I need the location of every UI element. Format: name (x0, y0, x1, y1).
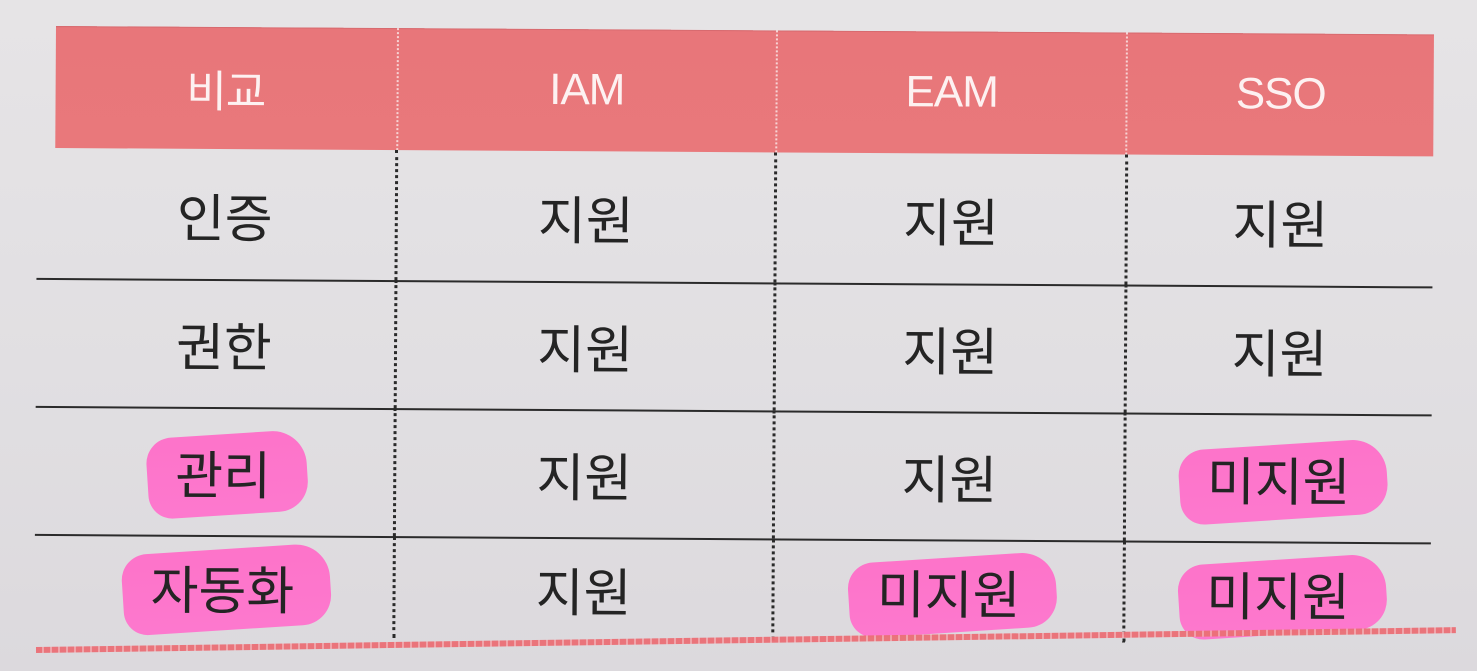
table-header-row: 비교 IAM EAM SSO (55, 26, 1434, 157)
cell-eam: 미지원 (771, 538, 1123, 643)
table-row: 인증 지원 지원 지원 (54, 148, 1434, 287)
cell-iam: 지원 (394, 150, 775, 283)
row-label: 권한 (175, 318, 272, 379)
cell-iam: 지원 (392, 536, 773, 641)
cell-eam: 지원 (773, 152, 1126, 285)
cell-iam: 지원 (392, 408, 773, 539)
header-eam: EAM (775, 30, 1127, 155)
table-body: 인증 지원 지원 지원 권한 지원 지원 지원 관리 지원 지원 미지원 (34, 148, 1434, 645)
row-label-cell: 관리 (53, 406, 394, 536)
highlighted-row-label: 관리 (163, 427, 283, 515)
cell-sso: 지원 (1124, 154, 1434, 287)
table-row: 권한 지원 지원 지원 (54, 278, 1433, 415)
header-iam: IAM (395, 28, 776, 153)
cell-eam: 지원 (772, 410, 1124, 541)
cell-eam: 지원 (772, 282, 1125, 413)
comparison-table: 비교 IAM EAM SSO 인증 지원 지원 지원 권한 지원 지원 지원 (34, 26, 1434, 645)
table-row: 자동화 지원 미지원 미지원 (52, 534, 1431, 645)
table-row: 관리 지원 지원 미지원 (53, 406, 1432, 543)
cell-iam: 지원 (393, 280, 774, 411)
highlighted-cell-value: 미지원 (1195, 433, 1363, 521)
highlighted-cell-value: 미지원 (865, 546, 1033, 634)
cell-sso: 미지원 (1122, 412, 1432, 543)
header-compare: 비교 (186, 67, 266, 118)
highlighted-cell-value: 미지원 (1194, 548, 1362, 636)
highlighted-row-label: 자동화 (138, 542, 306, 630)
row-label: 인증 (176, 189, 273, 250)
cell-sso: 지원 (1123, 284, 1433, 415)
row-label-cell: 자동화 (52, 534, 392, 638)
header-sso: SSO (1125, 32, 1434, 157)
